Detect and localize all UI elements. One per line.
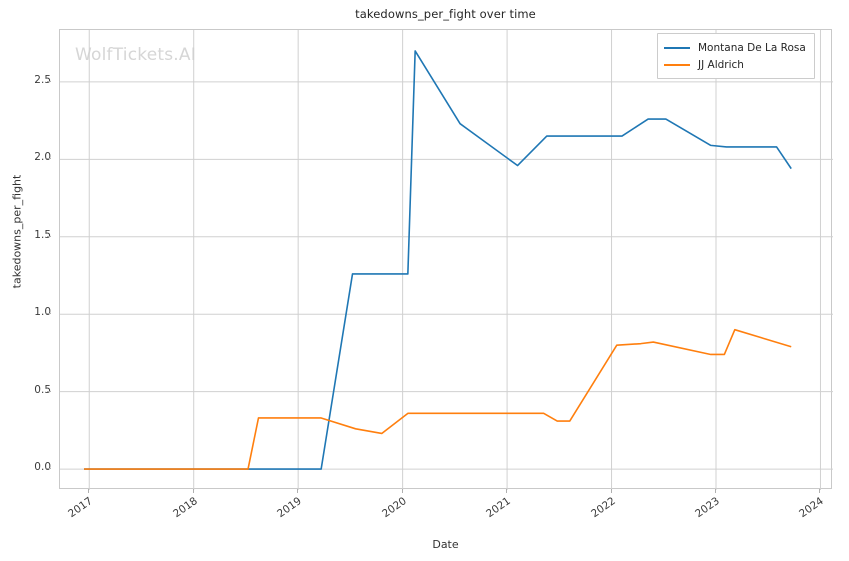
x-tick-mark: [715, 489, 716, 493]
x-tick-mark: [401, 489, 403, 493]
y-tick-label: 1.0: [34, 306, 51, 319]
legend-label-series-2: JJ Aldrich: [698, 58, 744, 71]
x-tick-label: 2021: [484, 495, 513, 521]
series-line-2: [84, 328, 792, 470]
chart-legend[interactable]: Montana De La Rosa JJ Aldrich: [657, 33, 815, 79]
y-tick-label: 2.0: [34, 151, 51, 164]
legend-item: Montana De La Rosa: [664, 39, 806, 56]
data-series-group: [84, 50, 792, 470]
legend-swatch-series-2: [664, 63, 690, 66]
y-axis-label: takedowns_per_fight: [10, 174, 24, 289]
plot-svg: [60, 30, 833, 490]
x-tick-mark: [819, 489, 821, 493]
grid-lines: [60, 30, 833, 490]
x-tick-mark: [192, 489, 194, 493]
x-tick-label: 2022: [588, 495, 618, 521]
chart-title: takedowns_per_fight over time: [355, 7, 536, 21]
x-tick-mark: [88, 489, 90, 493]
x-tick-mark: [610, 489, 612, 493]
y-tick-mark: [47, 80, 51, 82]
x-tick-label: 2020: [379, 495, 409, 521]
y-tick-mark: [47, 235, 51, 237]
x-tick-label: 2017: [66, 495, 96, 521]
x-axis-label: Date: [432, 538, 459, 551]
x-tick-mark: [506, 489, 508, 493]
y-tick-mark: [47, 158, 51, 160]
plot-area: WolfTickets.AI: [59, 29, 833, 490]
y-tick-label: 0.5: [34, 383, 51, 396]
x-tick-mark: [297, 489, 299, 493]
y-axis-tick-labels: 0.0 0.5 1.0 1.5 2.0 2.5: [0, 29, 51, 489]
x-tick-label: 2023: [693, 495, 722, 521]
watermark: WolfTickets.AI: [75, 45, 196, 65]
legend-swatch-series-1: [664, 46, 690, 49]
x-tick-label: 2019: [275, 495, 305, 521]
y-tick-mark: [47, 313, 51, 315]
legend-label-series-1: Montana De La Rosa: [698, 41, 806, 54]
y-tick-mark: [47, 390, 51, 392]
x-tick-label: 2024: [797, 495, 827, 521]
y-tick-label: 2.5: [34, 73, 51, 86]
x-axis-tick-labels: 2017 2018 2019 2020 2021 2022 2023 2024: [59, 489, 832, 539]
x-tick-label: 2018: [170, 495, 200, 521]
y-tick-label: 1.5: [34, 228, 51, 241]
series-line-1: [84, 50, 792, 470]
y-tick-label: 0.0: [34, 461, 51, 474]
y-tick-mark: [47, 468, 51, 470]
legend-item: JJ Aldrich: [664, 56, 806, 73]
